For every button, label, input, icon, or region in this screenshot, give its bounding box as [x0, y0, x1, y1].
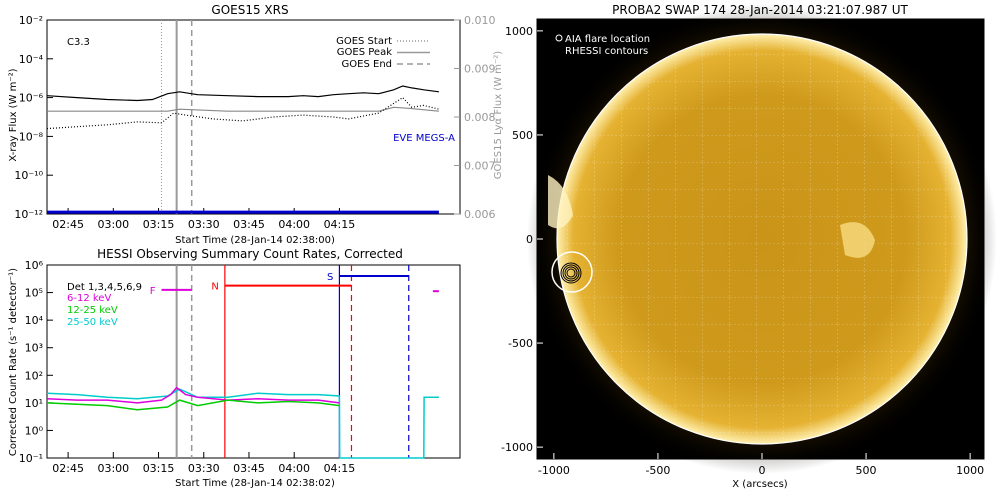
goes-x-tick-label: 02:45 — [52, 218, 84, 231]
goes-y2label: GOES15 Lyα Flux (W m⁻²) — [493, 51, 504, 179]
hessi-x-tick-label: 03:45 — [233, 462, 265, 475]
swap-xlabel: X (arcsecs) — [732, 479, 788, 490]
goes-ylabel: X-ray Flux (W m⁻²) — [8, 68, 19, 161]
goes-legend-end: GOES End — [342, 59, 392, 70]
hessi-plot-frame — [46, 264, 461, 459]
goes-flare-class: C3.3 — [67, 37, 90, 48]
goes-title: GOES15 XRS — [211, 3, 288, 17]
hessi-series-line — [46, 399, 340, 411]
hessi-y-tick-label: 10⁻¹ — [19, 452, 43, 465]
hessi-series-line — [46, 388, 439, 459]
hessi-series-line — [46, 386, 340, 404]
limb — [556, 33, 968, 445]
hessi-y-tick-label: 10⁵ — [25, 287, 43, 300]
rhessi-contour — [564, 266, 578, 280]
swap-y-tick-label: -500 — [508, 337, 533, 350]
rhessi-contour — [560, 262, 582, 284]
hessi-title: HESSI Observing Summary Count Rates, Cor… — [97, 247, 403, 261]
swap-panel: -1000 -500 0 500 1000 1000 500 0 -500 -1000 — [501, 4, 997, 477]
goes-y-tick-label: 10⁻¹⁰ — [14, 169, 43, 182]
swap-y-tick-label: 1000 — [505, 25, 533, 38]
goes-x-tick-label: 04:15 — [324, 218, 356, 231]
goes-x-tick-label: 03:30 — [188, 218, 220, 231]
goes-panel: 02:45 03:00 03:15 03:30 03:45 04:00 04:15 10⁻² 1… — [14, 14, 495, 231]
swap-legend-aia-symbol — [555, 34, 563, 42]
active-region-east — [548, 175, 573, 229]
swap-y-tick-label: 500 — [512, 129, 533, 142]
rhessi-contour — [562, 264, 580, 282]
goes-y2-tick-label: 0.006 — [464, 208, 496, 221]
hessi-y-tick-label: 10⁶ — [25, 259, 44, 272]
swap-x-tick-label: -1000 — [538, 464, 570, 477]
swap-y-tick-label: -1000 — [501, 441, 533, 454]
goes-xlabel: Start Time (28-Jan-14 02:38:00) — [175, 235, 335, 246]
hessi-ylabel: Corrected Count Rate (s⁻¹ detector⁻¹) — [8, 268, 19, 456]
goes-y-tick-label: 10⁻⁸ — [19, 130, 44, 143]
hessi-x-tick-label: 03:00 — [97, 462, 129, 475]
swap-x-tick-label: -500 — [645, 464, 670, 477]
hessi-y-tick-label: 10³ — [25, 342, 43, 355]
hessi-y-tick-label: 10⁰ — [25, 424, 44, 437]
swap-y-tick-label: 0 — [526, 233, 533, 246]
heliographic-grid — [557, 34, 967, 444]
goes-plot-frame — [46, 19, 461, 215]
goes-series-line — [46, 85, 439, 102]
goes-series-line — [47, 106, 439, 112]
goes-y-tick-label: 10⁻⁶ — [19, 92, 44, 105]
goes-x-tick-label: 04:00 — [278, 218, 310, 231]
goes-y2-tick-label: 0.010 — [464, 14, 496, 27]
rhessi-contour — [566, 268, 576, 278]
hessi-y-tick-label: 10⁴ — [25, 314, 44, 327]
swap-x-tick-label: 500 — [856, 464, 877, 477]
active-region-west — [840, 222, 875, 258]
hessi-x-tick-label: 04:00 — [278, 462, 310, 475]
hessi-x-tick-label: 03:30 — [188, 462, 220, 475]
hessi-legend-25-50: 25-50 keV — [67, 317, 118, 328]
goes-x-tick-label: 03:45 — [233, 218, 265, 231]
swap-x-tick-label: 0 — [759, 464, 766, 477]
hessi-xlabel: Start Time (28-Jan-14 02:38:02) — [175, 478, 335, 489]
goes-legend-peak: GOES Peak — [337, 47, 392, 58]
goes-eve-label: EVE MEGS-A — [393, 133, 455, 144]
goes-y2-tick-label: 0.009 — [464, 63, 496, 76]
swap-title: PROBA2 SWAP 174 28-Jan-2014 03:21:07.987… — [612, 3, 908, 17]
aia-flare-circle — [551, 251, 593, 293]
goes-y-tick-label: 10⁻² — [19, 14, 43, 27]
hessi-flag-label: F — [150, 286, 156, 297]
goes-x-tick-label: 03:15 — [143, 218, 175, 231]
hessi-y-tick-label: 10¹ — [25, 397, 43, 410]
goes-x-tick-label: 03:00 — [97, 218, 129, 231]
hessi-y-tick-label: 10² — [25, 369, 43, 382]
hessi-x-tick-label: 04:15 — [324, 462, 356, 475]
hessi-x-tick-label: 03:15 — [143, 462, 175, 475]
goes-y2-tick-label: 0.007 — [464, 160, 496, 173]
goes-series-line — [46, 96, 440, 130]
goes-y2-tick-label: 0.008 — [464, 111, 496, 124]
hessi-panel: 02:45 03:00 03:15 03:30 03:45 04:00 04:15 10⁶ 10… — [19, 259, 461, 475]
hessi-legend-12-25: 12-25 keV — [67, 305, 118, 316]
hessi-flag-label: S — [327, 272, 333, 283]
swap-x-tick-label: 1000 — [956, 464, 984, 477]
swap-legend-rhessi-symbol — [555, 46, 563, 54]
hessi-legend-det: Det 1,3,4,5,6,9 — [67, 282, 142, 293]
hessi-flag-label: N — [211, 282, 218, 293]
goes-legend-start: GOES Start — [336, 36, 392, 47]
goes-y-tick-label: 10⁻¹² — [14, 208, 43, 221]
goes-y-tick-label: 10⁻⁴ — [19, 53, 44, 66]
swap-legend-aia: AIA flare location — [565, 34, 650, 45]
swap-legend-rhessi: RHESSI contours — [565, 46, 648, 57]
hessi-legend-6-12: 6-12 keV — [67, 293, 111, 304]
hessi-x-tick-label: 02:45 — [52, 462, 84, 475]
